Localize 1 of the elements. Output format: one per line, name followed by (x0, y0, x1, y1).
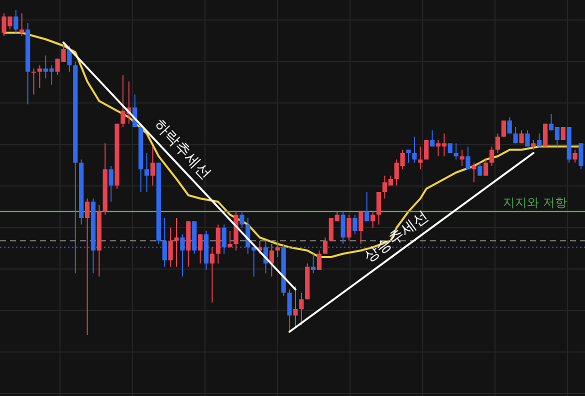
ref-line-label: 지지와 저항 (503, 196, 567, 210)
